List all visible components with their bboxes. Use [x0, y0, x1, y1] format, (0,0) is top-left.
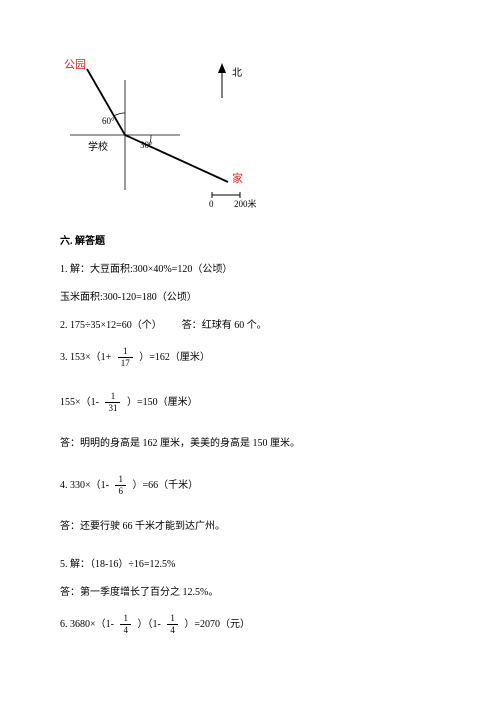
q6-frac1: 1 4 — [120, 614, 131, 635]
q1-line2: 玉米面积:300-120=180（公顷） — [60, 291, 440, 305]
label-angle-30: 30° — [140, 140, 153, 150]
q3-line2-prefix: 155×（1- — [60, 397, 99, 408]
north-arrow-head — [218, 63, 226, 73]
q6-suffix: ）=2070（元） — [184, 619, 250, 630]
q6-prefix: 6. 3680×（1- — [60, 619, 114, 630]
label-home: 家 — [232, 171, 243, 185]
section-title: 六. 解答题 — [60, 235, 440, 249]
arc-60 — [114, 113, 125, 116]
q4-suffix: ）=66（千米） — [132, 480, 198, 491]
q4-answer: 答：还要行驶 66 千米才能到达广州。 — [60, 520, 440, 534]
q6-line: 6. 3680×（1- 1 4 ）（1- 1 4 ）=2070（元） — [60, 614, 440, 635]
frac-num: 1 — [120, 614, 131, 625]
q6-mid: ）（1- — [137, 619, 160, 630]
q1-line1: 1. 解：大豆面积:300×40%=120（公顷） — [60, 263, 440, 277]
q3-line1: 3. 153×（1+ 1 17 ）=162（厘米） — [60, 347, 440, 368]
q6-frac2: 1 4 — [167, 614, 178, 635]
label-school: 学校 — [88, 140, 108, 153]
frac-num: 1 — [115, 475, 126, 486]
frac-den: 31 — [105, 403, 120, 413]
frac-den: 6 — [115, 486, 126, 496]
q3-suffix: ）=162（厘米） — [139, 352, 210, 363]
frac-den: 4 — [167, 625, 178, 635]
label-scale-0: 0 — [209, 199, 214, 209]
frac-num: 1 — [105, 392, 120, 403]
q5-line2: 答：第一季度增长了百分之 12.5%。 — [60, 586, 440, 600]
frac-num: 1 — [118, 347, 133, 358]
label-north: 北 — [232, 67, 242, 79]
q3-answer: 答：明明的身高是 162 厘米，美美的身高是 150 厘米。 — [60, 437, 440, 451]
frac-den: 4 — [120, 625, 131, 635]
q5-line1: 5. 解：（18-16）÷16=12.5% — [60, 558, 440, 572]
q3-prefix: 3. 153×（1+ — [60, 352, 111, 363]
q3-frac2: 1 31 — [105, 392, 120, 413]
q2-line: 2. 175÷35×12=60（个） 答：红球有 60 个。 — [60, 319, 440, 333]
q3-frac1: 1 17 — [118, 347, 133, 368]
geometry-diagram: 公园 家 学校 北 60° 30° 0 200米 — [40, 30, 320, 210]
frac-den: 17 — [118, 358, 133, 368]
q3-line2-suffix: ）=150（厘米） — [127, 397, 198, 408]
q3-line2: 155×（1- 1 31 ）=150（厘米） — [60, 392, 440, 413]
answers-content: 六. 解答题 1. 解：大豆面积:300×40%=120（公顷） 玉米面积:30… — [60, 235, 440, 649]
frac-num: 1 — [167, 614, 178, 625]
q4-prefix: 4. 330×（1- — [60, 480, 109, 491]
label-park: 公园 — [64, 58, 86, 71]
q4-line1: 4. 330×（1- 1 6 ）=66（千米） — [60, 475, 440, 496]
label-scale-200: 200米 — [234, 198, 257, 209]
diagram-svg: 公园 家 学校 北 60° 30° 0 200米 — [40, 30, 320, 220]
q4-frac: 1 6 — [115, 475, 126, 496]
label-angle-60: 60° — [102, 116, 115, 126]
